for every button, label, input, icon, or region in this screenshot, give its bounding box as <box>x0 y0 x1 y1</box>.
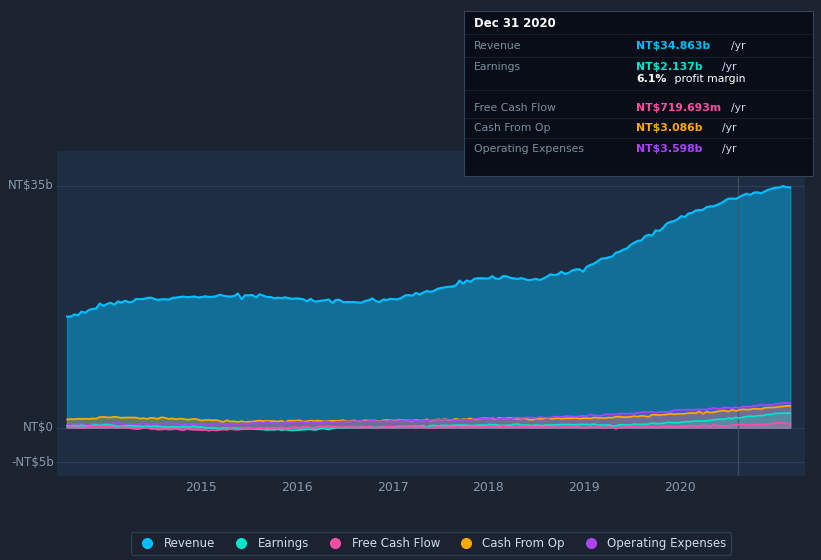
Text: Revenue: Revenue <box>474 41 521 52</box>
Text: NT$2.137b: NT$2.137b <box>636 62 703 72</box>
Text: /yr: /yr <box>731 41 745 52</box>
Text: NT$0: NT$0 <box>23 421 53 434</box>
Text: NT$719.693m: NT$719.693m <box>636 103 722 113</box>
Text: NT$34.863b: NT$34.863b <box>636 41 710 52</box>
Text: -NT$5b: -NT$5b <box>11 456 53 469</box>
Text: Free Cash Flow: Free Cash Flow <box>474 103 556 113</box>
Text: NT$3.598b: NT$3.598b <box>636 144 703 155</box>
Text: Operating Expenses: Operating Expenses <box>474 144 584 155</box>
Text: /yr: /yr <box>722 144 737 155</box>
Text: profit margin: profit margin <box>671 74 745 85</box>
Text: Cash From Op: Cash From Op <box>474 123 550 133</box>
Text: Earnings: Earnings <box>474 62 521 72</box>
Text: NT$35b: NT$35b <box>8 179 53 192</box>
Text: /yr: /yr <box>722 62 737 72</box>
Legend: Revenue, Earnings, Free Cash Flow, Cash From Op, Operating Expenses: Revenue, Earnings, Free Cash Flow, Cash … <box>131 532 732 554</box>
Text: /yr: /yr <box>731 103 745 113</box>
Text: 6.1%: 6.1% <box>636 74 667 85</box>
Text: /yr: /yr <box>722 123 737 133</box>
Text: NT$3.086b: NT$3.086b <box>636 123 703 133</box>
Text: Dec 31 2020: Dec 31 2020 <box>474 17 556 30</box>
